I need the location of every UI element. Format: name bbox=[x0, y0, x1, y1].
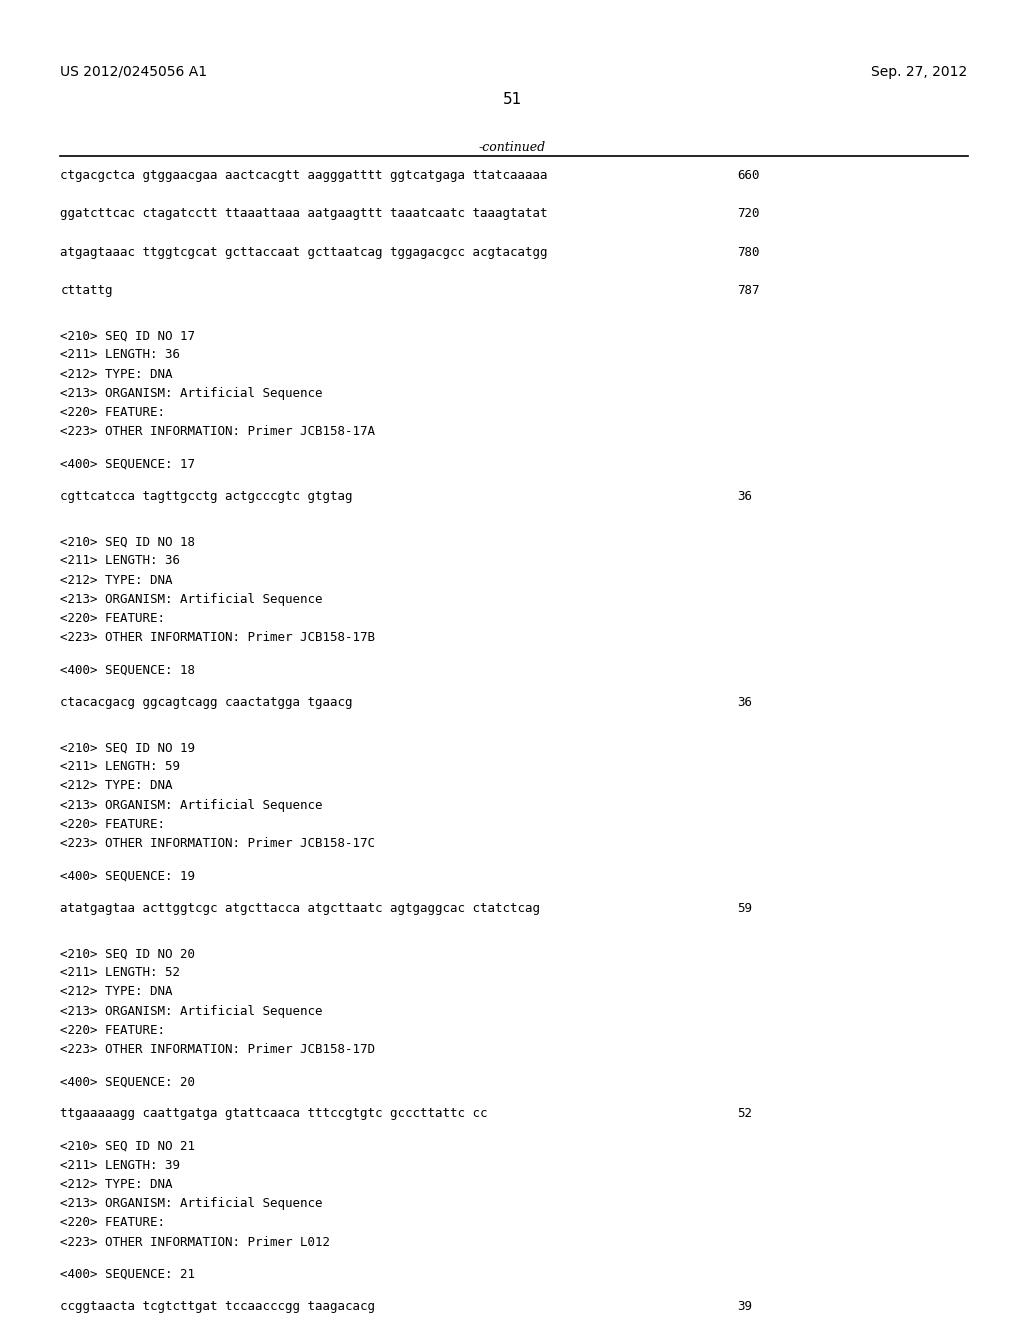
Text: <223> OTHER INFORMATION: Primer JCB158-17C: <223> OTHER INFORMATION: Primer JCB158-1… bbox=[60, 837, 376, 850]
Text: <220> FEATURE:: <220> FEATURE: bbox=[60, 611, 166, 624]
Text: <220> FEATURE:: <220> FEATURE: bbox=[60, 817, 166, 830]
Text: 660: 660 bbox=[737, 169, 760, 182]
Text: <210> SEQ ID NO 18: <210> SEQ ID NO 18 bbox=[60, 535, 196, 548]
Text: <400> SEQUENCE: 19: <400> SEQUENCE: 19 bbox=[60, 869, 196, 882]
Text: cgttcatcca tagttgcctg actgcccgtc gtgtag: cgttcatcca tagttgcctg actgcccgtc gtgtag bbox=[60, 490, 353, 503]
Text: 36: 36 bbox=[737, 490, 753, 503]
Text: <213> ORGANISM: Artificial Sequence: <213> ORGANISM: Artificial Sequence bbox=[60, 1197, 323, 1210]
Text: <211> LENGTH: 39: <211> LENGTH: 39 bbox=[60, 1159, 180, 1172]
Text: 787: 787 bbox=[737, 284, 760, 297]
Text: <213> ORGANISM: Artificial Sequence: <213> ORGANISM: Artificial Sequence bbox=[60, 1005, 323, 1018]
Text: <210> SEQ ID NO 19: <210> SEQ ID NO 19 bbox=[60, 741, 196, 754]
Text: <212> TYPE: DNA: <212> TYPE: DNA bbox=[60, 1177, 173, 1191]
Text: <212> TYPE: DNA: <212> TYPE: DNA bbox=[60, 367, 173, 380]
Text: 720: 720 bbox=[737, 207, 760, 220]
Text: atgagtaaac ttggtcgcat gcttaccaat gcttaatcag tggagacgcc acgtacatgg: atgagtaaac ttggtcgcat gcttaccaat gcttaat… bbox=[60, 246, 548, 259]
Text: cttattg: cttattg bbox=[60, 284, 113, 297]
Text: <212> TYPE: DNA: <212> TYPE: DNA bbox=[60, 985, 173, 998]
Text: <212> TYPE: DNA: <212> TYPE: DNA bbox=[60, 779, 173, 792]
Text: <213> ORGANISM: Artificial Sequence: <213> ORGANISM: Artificial Sequence bbox=[60, 593, 323, 606]
Text: <211> LENGTH: 36: <211> LENGTH: 36 bbox=[60, 348, 180, 362]
Text: <223> OTHER INFORMATION: Primer JCB158-17A: <223> OTHER INFORMATION: Primer JCB158-1… bbox=[60, 425, 376, 438]
Text: 51: 51 bbox=[503, 92, 521, 107]
Text: <220> FEATURE:: <220> FEATURE: bbox=[60, 1216, 166, 1229]
Text: <400> SEQUENCE: 20: <400> SEQUENCE: 20 bbox=[60, 1074, 196, 1088]
Text: <223> OTHER INFORMATION: Primer L012: <223> OTHER INFORMATION: Primer L012 bbox=[60, 1236, 331, 1249]
Text: 780: 780 bbox=[737, 246, 760, 259]
Text: atatgagtaa acttggtcgc atgcttacca atgcttaatc agtgaggcac ctatctcag: atatgagtaa acttggtcgc atgcttacca atgctta… bbox=[60, 902, 541, 915]
Text: <223> OTHER INFORMATION: Primer JCB158-17D: <223> OTHER INFORMATION: Primer JCB158-1… bbox=[60, 1043, 376, 1056]
Text: 59: 59 bbox=[737, 902, 753, 915]
Text: <400> SEQUENCE: 18: <400> SEQUENCE: 18 bbox=[60, 663, 196, 676]
Text: <210> SEQ ID NO 20: <210> SEQ ID NO 20 bbox=[60, 946, 196, 960]
Text: ttgaaaaagg caattgatga gtattcaaca tttccgtgtc gcccttattc cc: ttgaaaaagg caattgatga gtattcaaca tttccgt… bbox=[60, 1107, 487, 1121]
Text: <220> FEATURE:: <220> FEATURE: bbox=[60, 405, 166, 418]
Text: -continued: -continued bbox=[478, 141, 546, 154]
Text: <210> SEQ ID NO 21: <210> SEQ ID NO 21 bbox=[60, 1139, 196, 1152]
Text: <212> TYPE: DNA: <212> TYPE: DNA bbox=[60, 573, 173, 586]
Text: <400> SEQUENCE: 21: <400> SEQUENCE: 21 bbox=[60, 1267, 196, 1280]
Text: <211> LENGTH: 59: <211> LENGTH: 59 bbox=[60, 760, 180, 774]
Text: 36: 36 bbox=[737, 696, 753, 709]
Text: ggatcttcac ctagatcctt ttaaattaaa aatgaagttt taaatcaatc taaagtatat: ggatcttcac ctagatcctt ttaaattaaa aatgaag… bbox=[60, 207, 548, 220]
Text: <211> LENGTH: 36: <211> LENGTH: 36 bbox=[60, 554, 180, 568]
Text: <400> SEQUENCE: 17: <400> SEQUENCE: 17 bbox=[60, 457, 196, 470]
Text: <211> LENGTH: 52: <211> LENGTH: 52 bbox=[60, 966, 180, 979]
Text: <213> ORGANISM: Artificial Sequence: <213> ORGANISM: Artificial Sequence bbox=[60, 387, 323, 400]
Text: ccggtaacta tcgtcttgat tccaacccgg taagacacg: ccggtaacta tcgtcttgat tccaacccgg taagaca… bbox=[60, 1300, 376, 1313]
Text: ctgacgctca gtggaacgaa aactcacgtt aagggatttt ggtcatgaga ttatcaaaaa: ctgacgctca gtggaacgaa aactcacgtt aagggat… bbox=[60, 169, 548, 182]
Text: 39: 39 bbox=[737, 1300, 753, 1313]
Text: Sep. 27, 2012: Sep. 27, 2012 bbox=[871, 65, 968, 79]
Text: <223> OTHER INFORMATION: Primer JCB158-17B: <223> OTHER INFORMATION: Primer JCB158-1… bbox=[60, 631, 376, 644]
Text: ctacacgacg ggcagtcagg caactatgga tgaacg: ctacacgacg ggcagtcagg caactatgga tgaacg bbox=[60, 696, 353, 709]
Text: US 2012/0245056 A1: US 2012/0245056 A1 bbox=[60, 65, 208, 79]
Text: <220> FEATURE:: <220> FEATURE: bbox=[60, 1023, 166, 1036]
Text: <210> SEQ ID NO 17: <210> SEQ ID NO 17 bbox=[60, 329, 196, 342]
Text: 52: 52 bbox=[737, 1107, 753, 1121]
Text: <213> ORGANISM: Artificial Sequence: <213> ORGANISM: Artificial Sequence bbox=[60, 799, 323, 812]
